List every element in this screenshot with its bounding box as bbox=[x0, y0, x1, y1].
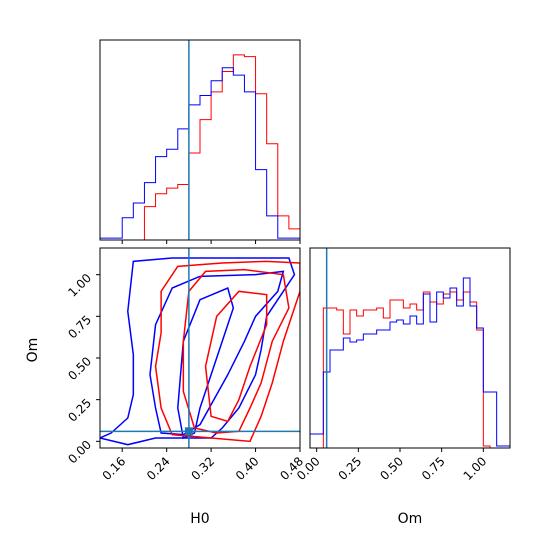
om-x-tick-label: 0.75 bbox=[419, 454, 448, 483]
h0-x-tick-label: 0.32 bbox=[188, 454, 217, 483]
om-x-tick-label: 1.00 bbox=[461, 454, 490, 483]
om-hist-blue bbox=[309, 277, 511, 448]
h0-hist-blue bbox=[99, 67, 301, 240]
truth-marker bbox=[184, 427, 193, 436]
om-y-tick-label: 0.75 bbox=[65, 313, 94, 342]
h0-x-tick-label: 0.24 bbox=[144, 454, 173, 483]
contour-blue bbox=[100, 257, 296, 446]
contour-blue bbox=[149, 270, 285, 436]
joint-contour-panel: 0.16 0.24 0.32 0.40 0.480.000.250.500.751.00 bbox=[65, 247, 306, 483]
joint-contours bbox=[100, 257, 300, 446]
x-axis-label-h0: H0 bbox=[190, 511, 209, 527]
contour-red bbox=[154, 260, 300, 443]
om-x-tick-label: 0.50 bbox=[377, 454, 406, 483]
om-x-tick-label: 0.25 bbox=[336, 454, 365, 483]
om-y-tick-label: 0.00 bbox=[65, 438, 94, 467]
h0-x-tick-label: 0.16 bbox=[100, 454, 129, 483]
om-y-tick-label: 0.25 bbox=[65, 396, 94, 425]
om-hist-red bbox=[310, 291, 510, 449]
h0-hist-red bbox=[100, 54, 301, 241]
contour-red bbox=[204, 290, 268, 423]
om-y-tick-label: 1.00 bbox=[65, 271, 94, 300]
contour-blue bbox=[177, 286, 235, 440]
om-hist-frame bbox=[309, 247, 511, 449]
h0-hist-frame bbox=[99, 39, 301, 241]
h0-x-tick-label: 0.40 bbox=[233, 454, 262, 483]
om-histogram-panel: 0.00 0.25 0.50 0.75 1.00 bbox=[294, 247, 511, 483]
x-axis-label-om: Om bbox=[398, 511, 423, 527]
om-y-tick-label: 0.50 bbox=[65, 354, 94, 383]
y-axis-label-om: Om bbox=[25, 338, 41, 363]
h0-histogram-panel bbox=[99, 39, 301, 244]
contour-red bbox=[182, 268, 290, 434]
joint-frame bbox=[99, 247, 301, 449]
